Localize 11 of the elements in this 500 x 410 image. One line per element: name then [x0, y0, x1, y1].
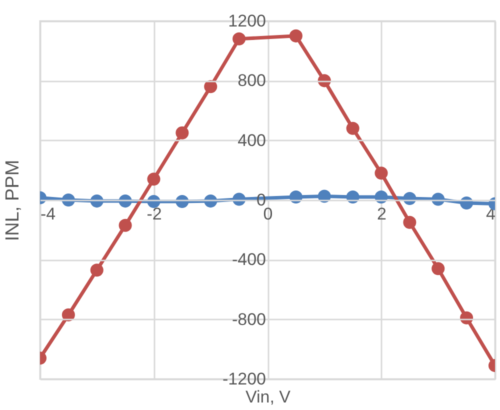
x-tick-label: 2 — [377, 204, 386, 224]
y-tick-label: 1200 — [228, 12, 266, 30]
x-axis-title: Vin, V — [245, 388, 292, 406]
y-tick-label: -400 — [232, 250, 266, 270]
x-tick-label: -4 — [40, 204, 56, 224]
x-tick-label: -2 — [146, 204, 162, 224]
y-tick-label: -1200 — [222, 370, 266, 388]
y-tick-label: 400 — [238, 130, 266, 150]
y-axis-title: INL, PPM — [2, 160, 24, 242]
y-tick-label: 800 — [238, 71, 266, 90]
y-tick-label: -800 — [232, 310, 266, 329]
